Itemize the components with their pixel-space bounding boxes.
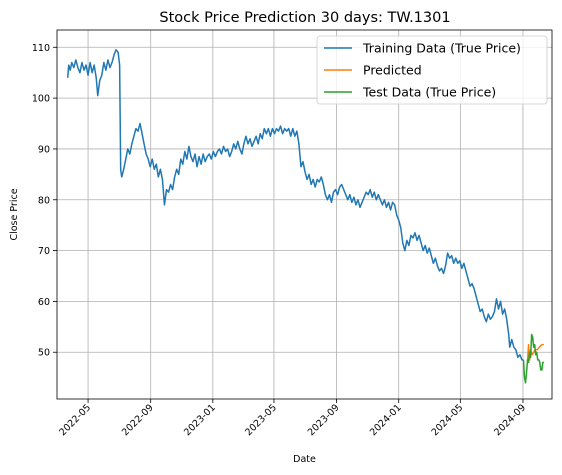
x-axis-label: Date [293,454,316,465]
y-tick-label: 110 [32,43,50,54]
chart-title: Stock Price Prediction 30 days: TW.1301 [159,10,450,26]
y-tick-label: 60 [38,297,50,308]
legend-label: Predicted [363,63,422,78]
y-tick-label: 50 [38,348,50,359]
y-tick-label: 100 [32,94,50,105]
legend-label: Training Data (True Price) [362,41,521,56]
legend-label: Test Data (True Price) [362,85,496,100]
legend-box [316,35,548,105]
y-tick-label: 90 [38,144,50,155]
plot-frame [56,29,553,400]
y-tick-label: 70 [38,246,50,257]
y-axis-label: Close Price [9,188,20,240]
y-axis-ticks: 50 60 70 80 90 100 110 [32,43,57,359]
test-data-line [522,333,544,384]
legend: Training Data (True Price) Predicted Test … [316,35,548,105]
series-lines [66,49,544,384]
training-data-line [66,49,524,361]
y-tick-label: 80 [38,195,50,206]
